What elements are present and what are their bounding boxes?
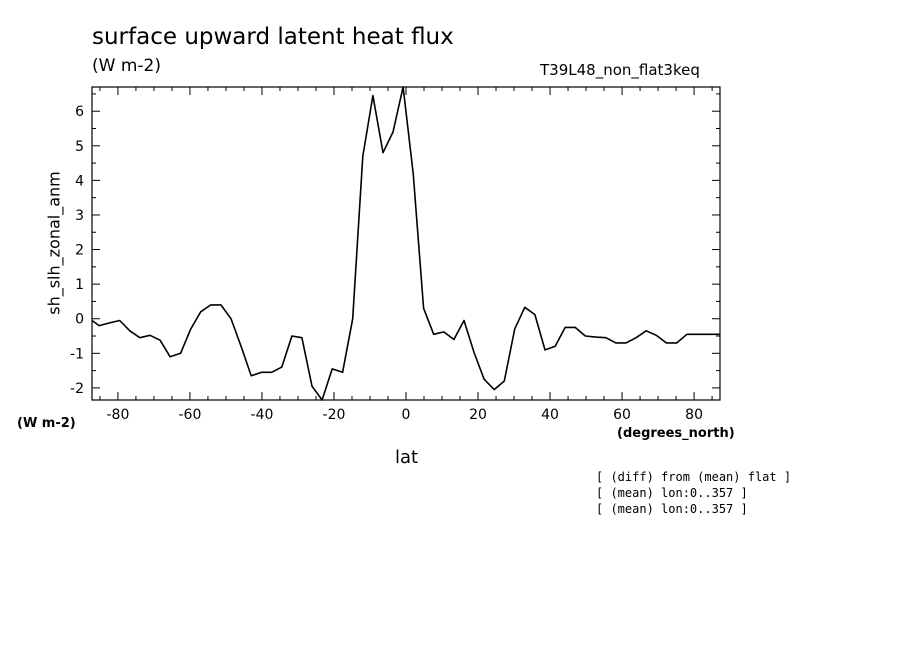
note-line-diff: [ (diff) from (mean) flat ] (596, 470, 792, 484)
x-axis-label: lat (395, 447, 419, 468)
x-tick-label: 0 (402, 407, 411, 423)
x-tick-label: 40 (541, 407, 559, 423)
y-tick-label: 4 (75, 173, 84, 189)
x-tick-label: -20 (323, 407, 346, 423)
chart-title: surface upward latent heat flux (92, 24, 454, 50)
y-tick-label: -2 (70, 381, 84, 397)
x-tick-label: -80 (106, 407, 129, 423)
y-axis-units: (W m-2) (17, 416, 76, 431)
y-tick-label: 1 (75, 277, 84, 293)
note-line-mean-lon: [ (mean) lon:0..357 ] (596, 486, 748, 500)
y-tick-label: 6 (75, 104, 84, 120)
y-tick-label: 3 (75, 208, 84, 224)
x-tick-label: -60 (179, 407, 202, 423)
y-tick-label: 2 (75, 243, 84, 259)
x-tick-label: 60 (613, 407, 631, 423)
y-tick-label: 0 (75, 312, 84, 328)
x-axis-units: (degrees_north) (617, 426, 735, 441)
note-line-mean-lon-2: [ (mean) lon:0..357 ] (596, 502, 748, 516)
series-line (91, 86, 720, 401)
run-label: T39L48_non_flat3keq (540, 61, 700, 79)
plot-frame (91, 86, 721, 401)
x-tick-label: 20 (469, 407, 487, 423)
x-tick-label: 80 (685, 407, 703, 423)
y-tick-label: 5 (75, 139, 84, 155)
y-tick-label: -1 (70, 346, 84, 362)
x-tick-label: -40 (251, 407, 274, 423)
chart-units: (W m-2) (92, 56, 161, 76)
